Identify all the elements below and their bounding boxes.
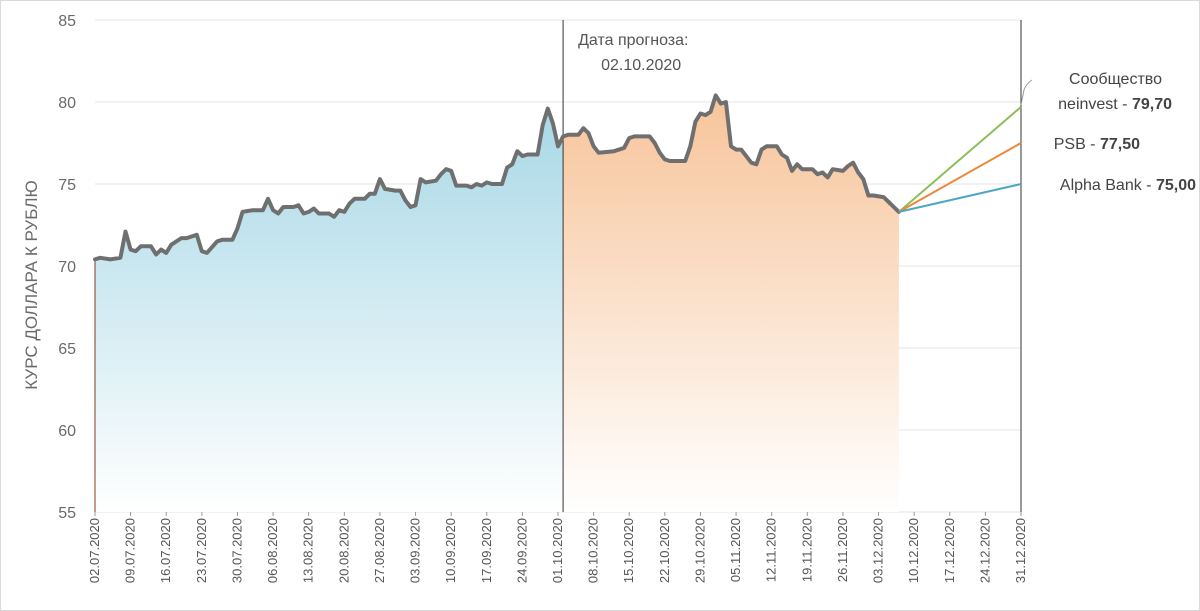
x-tick-label: 26.11.2020 — [835, 518, 850, 582]
x-tick-label: 01.10.2020 — [550, 518, 565, 583]
x-tick-label: 08.10.2020 — [586, 518, 601, 583]
series-line-history — [93, 93, 901, 262]
y-tick-label: 75 — [58, 177, 76, 194]
x-tick-label: 12.11.2020 — [764, 518, 779, 582]
x-tick-label: 31.12.2020 — [1013, 518, 1028, 583]
x-tick-label: 16.07.2020 — [158, 518, 173, 583]
x-tick-label: 17.09.2020 — [479, 518, 494, 583]
area-fill-before-forecast — [95, 108, 564, 512]
y-tick-label: 60 — [58, 423, 76, 440]
x-tick-label: 06.08.2020 — [265, 518, 280, 583]
x-tick-label: 23.07.2020 — [194, 518, 209, 583]
x-tick-label: 24.12.2020 — [977, 518, 992, 583]
series-line-alpha-bank — [898, 183, 1022, 213]
x-tick-label: 10.12.2020 — [906, 518, 921, 583]
x-tick-label: 10.09.2020 — [443, 518, 458, 583]
forecast-labels: Сообщество neinvest - 79,70 PSB - 77,50 … — [1020, 71, 1196, 194]
x-tick-label: 24.09.2020 — [514, 518, 529, 583]
x-tick-label: 20.08.2020 — [336, 518, 351, 583]
x-tick-label: 27.08.2020 — [372, 518, 387, 583]
label-community-line1: Сообщество — [1069, 71, 1162, 88]
x-tick-label: 29.10.2020 — [693, 518, 708, 583]
area-fill-after-forecast — [563, 95, 899, 513]
forecast-annotation-line1: Дата прогноза: — [578, 32, 688, 49]
community-leader-line — [1020, 79, 1033, 105]
x-tick-label: 30.07.2020 — [230, 518, 245, 583]
label-psb: PSB - 77,50 — [1054, 136, 1140, 153]
x-tick-label: 03.09.2020 — [408, 518, 423, 583]
y-tick-label: 80 — [58, 95, 76, 112]
y-tick-label: 65 — [58, 341, 76, 358]
forecast-lines — [898, 106, 1022, 213]
label-community-line2: neinvest - 79,70 — [1058, 96, 1172, 113]
y-tick-label: 85 — [58, 13, 76, 30]
forecast-annotation-line2: 02.10.2020 — [601, 57, 681, 74]
x-tick-label: 09.07.2020 — [123, 518, 138, 583]
y-axis-label: КУРС ДОЛЛАРА К РУБЛЮ — [22, 180, 41, 389]
x-tick-label: 13.08.2020 — [301, 518, 316, 583]
x-tick-label: 19.11.2020 — [799, 518, 814, 582]
x-tick-label: 15.10.2020 — [621, 518, 636, 583]
series-line-community — [898, 106, 1022, 213]
x-tick-label: 22.10.2020 — [657, 518, 672, 583]
x-tick-label: 02.07.2020 — [87, 518, 102, 583]
y-tick-label: 70 — [58, 259, 76, 276]
x-tick-label: 03.12.2020 — [871, 518, 886, 583]
x-tick-label: 17.12.2020 — [942, 518, 957, 583]
x-tick-label: 05.11.2020 — [728, 518, 743, 582]
y-tick-labels: 55 60 65 70 75 80 85 — [58, 13, 76, 522]
label-alpha-bank: Alpha Bank - 75,00 — [1060, 177, 1196, 194]
y-tick-label: 55 — [58, 505, 76, 522]
series-line-psb — [898, 142, 1022, 213]
x-tick-labels: 02.07.2020 09.07.2020 16.07.2020 23.07.2020… — [87, 512, 1028, 583]
